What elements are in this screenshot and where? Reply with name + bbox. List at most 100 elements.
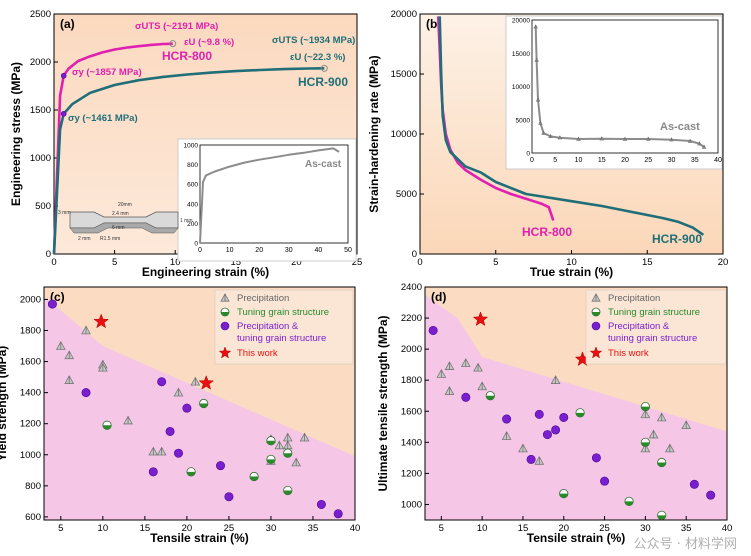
point-half-fill (624, 501, 634, 506)
curve-hcr-900 (438, 16, 705, 236)
point-half-fill (575, 412, 585, 418)
curve-as-cast (199, 147, 340, 244)
inset-x-tick-label: 10 (226, 247, 234, 254)
point-half-fill (249, 476, 259, 481)
legend-marker-this-work (218, 346, 232, 359)
inset-x-tick-label: 20 (621, 157, 629, 164)
point-circle (600, 476, 610, 486)
legend-label: Tuning grain structure (608, 307, 700, 318)
point-half-fill (559, 493, 568, 498)
annotation-ys-800: σy (~1857 MPa) (72, 67, 142, 78)
point-half-fill (199, 403, 208, 408)
x-tick-label: 30 (266, 523, 277, 534)
inset-x-tick-label: 40 (714, 157, 722, 164)
point-half-fill (283, 453, 292, 458)
inset-x-tick-label: 40 (315, 247, 323, 254)
point-circle (333, 509, 343, 519)
inset-frame (531, 19, 719, 154)
inset-y-tick-label: 0 (526, 151, 530, 158)
x-tick-label: 30 (640, 523, 651, 534)
dim-label: 3 mm (58, 210, 71, 216)
legend: Precipitation Tuning grain structure Preci… (214, 289, 354, 365)
inset-y-tick-label: 1000 (184, 143, 199, 150)
y-tick-label: 15000 (391, 69, 417, 80)
legend-label: tuning grain structure (608, 333, 697, 344)
dim-label: 2 mm (78, 236, 91, 242)
legend-marker-combined (591, 321, 601, 331)
panel-d: 5 10 15 20 25 30 35 40 1000 1200 1400 1600 1800 2000 2… (376, 282, 732, 545)
annotation-eu-800: εU (~9.8 %) (184, 37, 234, 48)
legend: Precipitation Tuning grain structure Preci… (585, 289, 727, 365)
inset-y-tick-label: 10000 (512, 84, 530, 91)
label-hcr-800: HCR-800 (162, 49, 212, 63)
inset-y-tick-label: 600 (187, 182, 198, 189)
point-circle (157, 377, 167, 387)
panel-label: (d) (431, 290, 446, 304)
annotation-uts-800: σUTS (~2191 MPa) (135, 21, 218, 32)
point-star (198, 374, 215, 390)
point-circle (216, 461, 226, 471)
legend-label: This work (608, 348, 649, 359)
x-tick-label: 20 (558, 523, 569, 534)
point-circle (461, 392, 471, 402)
panel-b: 0 5 10 15 20 0 5000 10000 15000 20000 True strain … (367, 9, 728, 279)
point-circle (224, 492, 234, 502)
point-circle (689, 479, 699, 489)
x-axis-title: Tensile strain (%) (527, 531, 625, 545)
point-half-fill (102, 425, 112, 430)
x-axis-title: Tensile strain (%) (150, 531, 248, 545)
point-circle (502, 414, 512, 424)
yield-marker-900 (60, 110, 67, 117)
y-tick-label: 5000 (396, 189, 417, 200)
point-half-fill (283, 490, 292, 495)
y-tick-label: 1200 (401, 468, 422, 479)
y-tick-label: 2500 (30, 9, 51, 20)
inset-x-tick-label: 30 (668, 157, 676, 164)
inset-y-tick-label: 0 (194, 241, 198, 248)
panel-c: 5 10 15 20 25 30 35 40 600 800 1000 1200 1400 1600 180… (0, 286, 361, 545)
inset-as-cast-b: 0 5 10 15 20 25 30 35 40 0 5000 10000 15000 20000 As-c… (505, 15, 723, 170)
inset-x-tick-label: 30 (285, 247, 293, 254)
specimen-side (69, 222, 179, 234)
point-half-fill (641, 406, 650, 411)
point-circle (534, 409, 544, 419)
point-circle (428, 325, 438, 335)
y-axis-title: Strain-hardening rate (MPa) (367, 55, 381, 212)
y-tick-label: 1200 (20, 419, 41, 430)
x-tick-label: 0 (51, 257, 56, 268)
inset-y-tick-label: 800 (187, 162, 198, 169)
y-tick-label: 0 (412, 249, 417, 260)
label-as-cast: As-cast (305, 159, 342, 170)
point-circle (316, 499, 326, 509)
dim-label: 20mm (118, 202, 132, 208)
y-tick-label: 2200 (401, 313, 422, 324)
point-circle (165, 426, 175, 436)
annotation-eu-900: εU (~22.3 %) (290, 52, 345, 63)
panel-a: 0 5 10 15 20 2505001000150020002500Engineerin… (9, 9, 362, 279)
point-circle (173, 448, 183, 458)
x-tick-label: 35 (681, 523, 692, 534)
x-tick-label: 5 (58, 523, 63, 534)
inset-x-tick-label: 15 (598, 157, 606, 164)
x-tick-label: 40 (350, 523, 361, 534)
x-tick-label: 5 (439, 523, 444, 534)
dim-label: 6 mm (112, 225, 125, 231)
y-tick-label: 1800 (20, 325, 41, 336)
point-half-fill (266, 440, 276, 445)
label-as-cast: As-cast (660, 121, 700, 133)
y-tick-label: 20000 (391, 9, 417, 20)
point-circle (182, 403, 192, 413)
x-tick-label: 25 (224, 523, 235, 534)
uts-marker-800 (169, 40, 177, 48)
y-axis-title: Ultimate tensile strength (MPa) (376, 315, 390, 491)
annotation-uts-900: σUTS (~1934 MPa) (272, 35, 355, 46)
y-tick-label: 1500 (30, 105, 51, 116)
yield-marker-800 (60, 72, 67, 79)
inset-as-cast-a: 0 10 20 30 40 50 0 200 400 600 800 1000 As-cast (177, 138, 357, 262)
x-tick-label: 10 (98, 523, 109, 534)
x-tick-label: 10 (566, 257, 577, 268)
point-circle (148, 467, 158, 477)
point-circle (706, 490, 716, 500)
watermark-text: 公众号 · 材料学网 (633, 537, 737, 552)
x-tick-label: 5 (493, 257, 498, 268)
